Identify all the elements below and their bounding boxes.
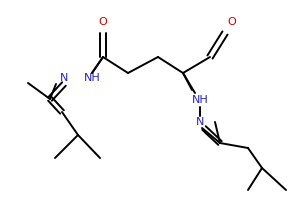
- Text: N: N: [196, 117, 204, 127]
- Text: NH: NH: [84, 73, 100, 83]
- Text: N: N: [60, 73, 68, 83]
- Text: O: O: [99, 17, 107, 27]
- Text: O: O: [228, 17, 236, 27]
- Text: NH: NH: [192, 95, 208, 105]
